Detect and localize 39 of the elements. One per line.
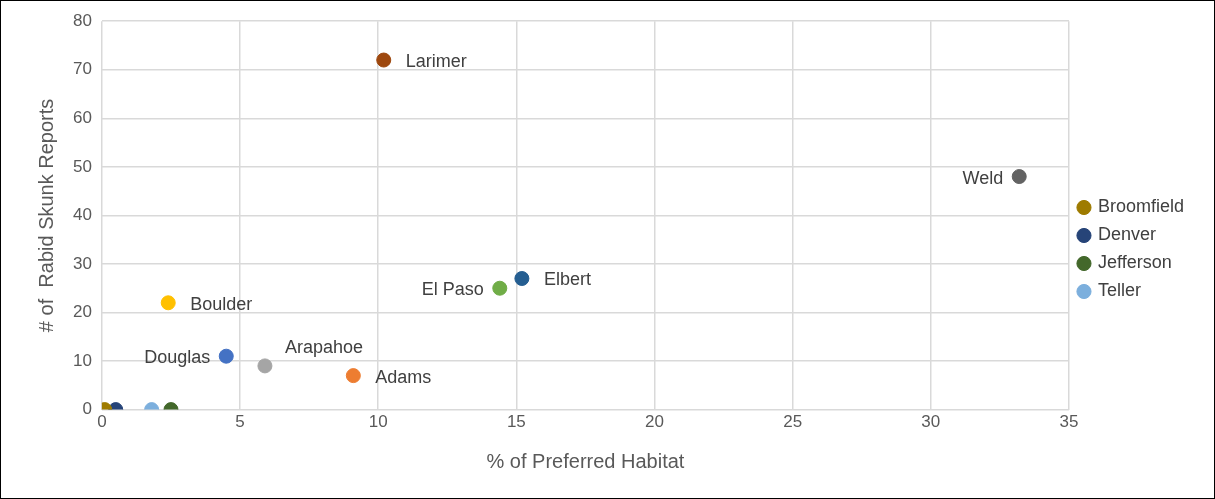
x-tick-label: 0	[97, 412, 107, 432]
x-tick-label: 25	[783, 412, 803, 432]
x-tick-label: 30	[921, 412, 941, 432]
y-tick-label: 60	[72, 107, 92, 127]
y-tick-label: 80	[72, 10, 92, 30]
point	[345, 368, 361, 384]
annotation: Elbert	[543, 269, 591, 290]
annotation: Larimer	[405, 51, 467, 72]
y-tick-label: 70	[72, 59, 92, 79]
point	[514, 271, 530, 287]
point	[492, 280, 508, 296]
point	[376, 52, 392, 68]
legend-label: Teller	[1097, 280, 1141, 301]
x-tick-label: 20	[645, 412, 664, 432]
point	[160, 295, 176, 311]
y-tick-label: 10	[72, 350, 92, 370]
legend-label: Denver	[1097, 224, 1156, 245]
y-tick-label: 40	[72, 205, 92, 225]
annotation: Weld	[962, 167, 1004, 188]
y-axis-title: # of Rabid Skunk Reports	[34, 98, 57, 333]
y-tick-label: 50	[72, 156, 92, 176]
x-tick-label: 15	[506, 412, 526, 432]
x-tick-label: 5	[235, 412, 245, 432]
legend-label: Broomfield	[1097, 196, 1185, 217]
annotation: Adams	[375, 366, 432, 387]
y-tick-label: 20	[72, 302, 92, 322]
annotation: El Paso	[421, 279, 484, 300]
legend-label: Jefferson	[1097, 252, 1172, 273]
x-tick-label: 10	[368, 412, 388, 432]
y-tick-label: 30	[72, 253, 92, 273]
y-tick-label: 0	[82, 399, 92, 419]
annotation: Boulder	[190, 293, 253, 314]
point	[1011, 169, 1027, 185]
point	[257, 358, 273, 374]
annotation: Arapahoe	[284, 336, 364, 357]
point	[218, 348, 234, 364]
x-tick-label: 35	[1059, 412, 1079, 432]
x-axis-title: % of Preferred Habitat	[486, 449, 685, 472]
annotation: Douglas	[144, 347, 211, 368]
